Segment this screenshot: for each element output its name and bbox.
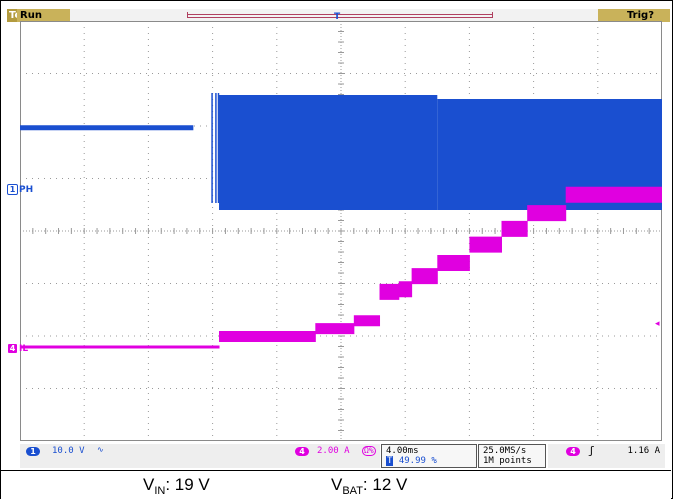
caption: VIN: 19 V VBAT: 12 V (1, 470, 671, 499)
readout-bar: 1 10.0 V ∿ 4 2.00 A Ω% 4.00ms T 49.99 % … (20, 444, 665, 468)
ch1-spike (217, 93, 220, 203)
acquisition-readout: 25.0MS/s 1M points (478, 444, 546, 468)
ch4-readout: 4 2.00 A Ω% (290, 444, 380, 468)
waveform-plot (20, 21, 662, 441)
bandwidth-limit-icon: ∿ (97, 445, 104, 454)
ch1-spike (215, 93, 217, 203)
ch1-spike (211, 93, 213, 203)
record-position-bar (187, 12, 493, 18)
timebase-readout: 4.00ms T 49.99 % (381, 444, 477, 468)
record-length: 1M points (483, 456, 532, 466)
trigger-position-marker: T (334, 12, 340, 22)
termination-icon: Ω% (362, 446, 376, 456)
ch4-current-step (501, 220, 528, 237)
trigger-status: Trig? (598, 9, 670, 22)
ch4-current-step (527, 205, 567, 222)
ch1-badge: 1 (26, 447, 40, 456)
ch1-flat-segment (20, 125, 194, 131)
trigger-source-badge: 4 (566, 447, 580, 456)
rising-edge-icon: ʃ (588, 444, 595, 457)
trigger-level-arrow-icon: ◂ (655, 319, 660, 329)
ch4-current-step (469, 236, 502, 253)
trigger-position-percent: 49.99 % (398, 456, 437, 466)
ch4-scale: 2.00 A (317, 446, 350, 456)
graticule (20, 21, 662, 441)
ch1-number: 1 (7, 184, 18, 195)
ch4-current-step (411, 268, 438, 285)
ch4-current-step (219, 331, 316, 342)
timebase-value: 4.00ms (386, 446, 419, 456)
trigger-level: 1.16 A (627, 446, 660, 456)
ch4-ground-marker: 4 IL (7, 343, 28, 354)
ch4-current-step (437, 255, 470, 271)
ch4-current-step (353, 315, 381, 327)
ch4-il-waveform (20, 186, 662, 349)
ch4-current-step (565, 186, 662, 203)
ch4-label: IL (19, 344, 29, 354)
ch1-scale: 10.0 V (52, 446, 85, 456)
ch4-current-step (398, 281, 413, 298)
trigger-readout: 4 ʃ 1.16 A (548, 444, 665, 468)
ch4-badge: 4 (295, 447, 309, 456)
trigger-pos-icon: T (386, 456, 394, 466)
ch4-current-step (20, 345, 220, 349)
sample-rate: 25.0MS/s (483, 446, 527, 456)
trigger-position-label: T (334, 12, 341, 22)
trigger-position-value: T 49.99 % (386, 456, 437, 466)
ch1-ground-marker: 1 PH (7, 184, 33, 195)
ch4-current-step (379, 283, 400, 300)
ch4-current-step (315, 323, 355, 335)
ch1-readout: 1 10.0 V ∿ (20, 444, 290, 468)
ch1-ph-waveform (20, 93, 662, 210)
ch1-switching-envelope (219, 95, 438, 210)
ch1-label: PH (19, 185, 34, 195)
ch4-number: 4 (7, 343, 18, 354)
acquisition-status: Run (17, 9, 70, 22)
vbat-caption: VBAT: 12 V (331, 475, 408, 497)
status-bar: Tek Run Trig? (7, 9, 670, 22)
vin-caption: VIN: 19 V (143, 475, 210, 497)
graticule-border (20, 21, 662, 441)
